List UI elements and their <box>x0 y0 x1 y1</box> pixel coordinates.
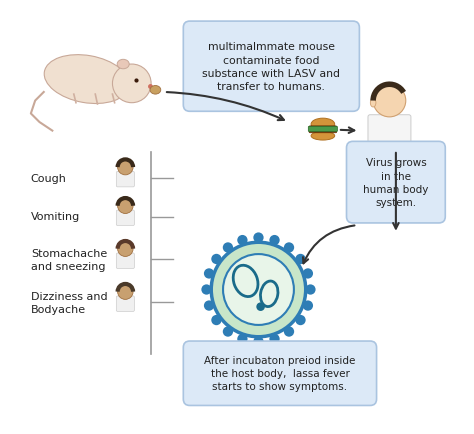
FancyBboxPatch shape <box>116 172 134 187</box>
Circle shape <box>284 327 294 337</box>
Circle shape <box>118 241 133 257</box>
Circle shape <box>373 85 406 118</box>
Circle shape <box>269 334 280 344</box>
Circle shape <box>284 243 294 253</box>
Circle shape <box>303 301 313 311</box>
FancyBboxPatch shape <box>308 127 337 132</box>
Circle shape <box>223 327 233 337</box>
Text: After incubaton preiod inside
the host body,  lassa fever
starts to show symptom: After incubaton preiod inside the host b… <box>204 355 356 391</box>
FancyBboxPatch shape <box>183 341 376 405</box>
Circle shape <box>256 302 265 311</box>
Text: Stomachache
and sneezing: Stomachache and sneezing <box>31 249 107 271</box>
Ellipse shape <box>311 119 335 131</box>
Circle shape <box>204 269 214 279</box>
Text: multimalmmate mouse
contaminate food
substance with LASV and
transfer to humans.: multimalmmate mouse contaminate food sub… <box>202 42 340 92</box>
Circle shape <box>201 285 212 295</box>
Ellipse shape <box>150 86 161 95</box>
FancyBboxPatch shape <box>368 115 411 151</box>
Circle shape <box>118 199 133 214</box>
Circle shape <box>269 235 280 246</box>
FancyBboxPatch shape <box>346 142 445 224</box>
Circle shape <box>237 235 247 246</box>
Ellipse shape <box>117 60 129 69</box>
Ellipse shape <box>44 56 129 104</box>
FancyBboxPatch shape <box>116 210 134 226</box>
FancyBboxPatch shape <box>116 253 134 269</box>
Circle shape <box>211 243 306 337</box>
Circle shape <box>118 284 133 300</box>
Text: Dizziness and
Bodyache: Dizziness and Bodyache <box>31 292 108 314</box>
Circle shape <box>211 315 221 326</box>
Circle shape <box>118 160 133 175</box>
Text: Cough: Cough <box>31 174 67 184</box>
Circle shape <box>253 336 264 347</box>
Ellipse shape <box>370 99 376 108</box>
Circle shape <box>223 243 233 253</box>
FancyBboxPatch shape <box>309 127 337 133</box>
Circle shape <box>305 285 316 295</box>
Circle shape <box>223 254 294 325</box>
Circle shape <box>211 254 221 264</box>
Circle shape <box>303 269 313 279</box>
Ellipse shape <box>311 132 335 141</box>
Text: Virus grows
in the
human body
system.: Virus grows in the human body system. <box>363 158 428 207</box>
Text: Vomiting: Vomiting <box>31 212 80 222</box>
FancyBboxPatch shape <box>183 22 359 112</box>
Circle shape <box>237 334 247 344</box>
Circle shape <box>295 254 306 264</box>
Circle shape <box>112 65 151 103</box>
Circle shape <box>253 233 264 243</box>
Circle shape <box>295 315 306 326</box>
FancyBboxPatch shape <box>116 296 134 312</box>
Circle shape <box>204 301 214 311</box>
